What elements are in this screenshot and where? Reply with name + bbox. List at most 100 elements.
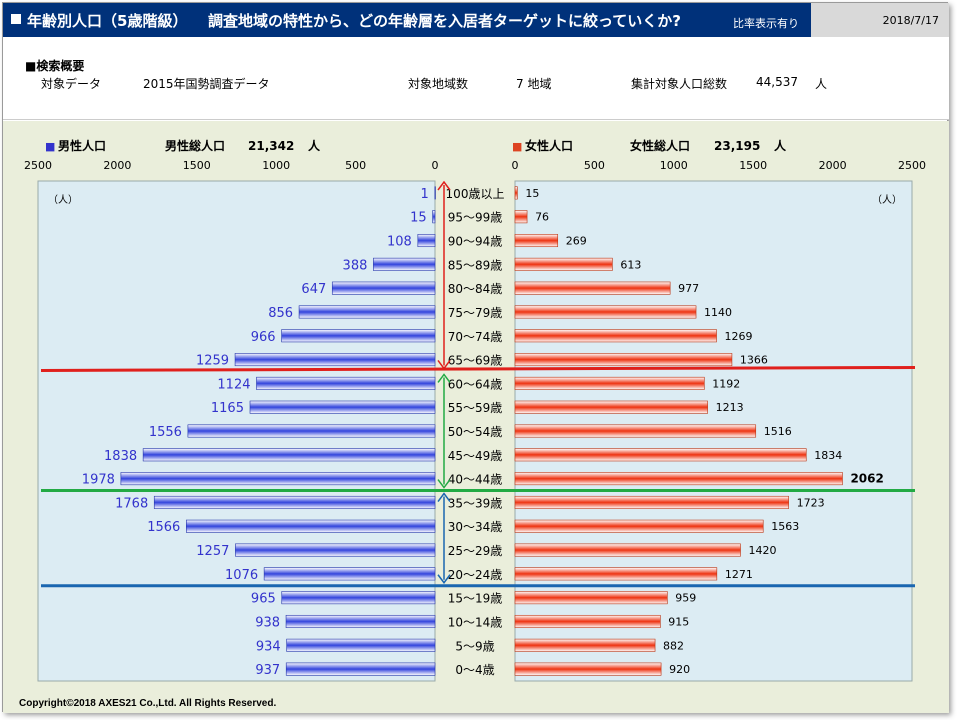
male-bar — [417, 234, 436, 248]
search-summary: ■検索概要 対象データ 2015年国勢調査データ 対象地域数 7 地域 集計対象… — [3, 37, 949, 120]
male-bar — [249, 400, 436, 414]
elderly-divider-line — [40, 365, 916, 372]
female-data-label: 920 — [669, 663, 690, 676]
male-bar — [142, 448, 436, 462]
female-data-label: 1140 — [704, 306, 732, 319]
male-data-label: 1165 — [211, 401, 244, 416]
age-category-label: 20～24歳 — [448, 568, 503, 582]
female-bar — [514, 234, 559, 248]
age-category-label: 5～9歳 — [455, 639, 494, 653]
male-axis-tick-label: 0 — [432, 159, 439, 172]
female-data-label: 1366 — [740, 354, 768, 367]
male-data-label: 1566 — [147, 520, 180, 535]
male-bar — [285, 662, 436, 676]
female-bar — [514, 210, 528, 224]
male-data-label: 15 — [410, 211, 427, 226]
male-data-label: 1257 — [196, 544, 229, 559]
female-axis-tick-label: 500 — [584, 159, 605, 172]
female-axis-tick-label: 1000 — [660, 159, 688, 172]
female-data-label: 1420 — [748, 544, 776, 557]
female-data-label: 15 — [525, 187, 539, 200]
female-bar — [514, 257, 613, 271]
male-total-value: 21,342 — [248, 139, 294, 153]
page-subtitle: 調査地域の特性から、どの年齢層を入居者ターゲットに絞っていくか? — [208, 12, 681, 30]
age-category-label: 95～99歳 — [448, 211, 503, 225]
age-category-label: 50～54歳 — [448, 425, 503, 439]
male-bar — [285, 614, 436, 628]
male-bar — [235, 543, 436, 557]
female-data-label: 1516 — [764, 425, 792, 438]
age-category-label: 10～14歳 — [448, 615, 503, 629]
male-data-label: 937 — [255, 663, 280, 678]
female-bar — [514, 472, 843, 486]
age-category-label: 65～69歳 — [448, 354, 503, 368]
total-unit: 人 — [815, 77, 828, 91]
male-bar — [263, 567, 436, 581]
male-bar — [186, 519, 436, 533]
female-axis-tick-label: 0 — [512, 159, 519, 172]
male-bar — [373, 257, 436, 271]
female-data-label: 1271 — [725, 568, 753, 581]
male-data-label: 1259 — [196, 354, 229, 369]
male-data-label: 1 — [421, 187, 429, 202]
male-data-label: 934 — [256, 639, 281, 654]
female-bar — [514, 519, 764, 533]
date-box: 2018/7/17 — [811, 3, 949, 37]
female-data-label: 1192 — [712, 377, 740, 390]
male-data-label: 856 — [268, 306, 293, 321]
age-category-label: 15～19歳 — [448, 592, 503, 606]
male-bar — [434, 186, 436, 200]
male-bar — [281, 329, 436, 343]
male-data-label: 1838 — [104, 449, 137, 464]
age-category-label: 55～59歳 — [448, 401, 503, 415]
report-frame: 年齢別人口（5歳階級） 調査地域の特性から、どの年齢層を入居者ターゲットに絞って… — [2, 2, 949, 713]
age-category-label: 40～44歳 — [448, 473, 503, 487]
data-label: 対象データ — [41, 77, 102, 91]
male-bar — [153, 495, 436, 509]
female-data-label: 1269 — [725, 330, 753, 343]
total-value: 44,537 — [756, 75, 798, 89]
young-range-arrow-head-down — [437, 574, 451, 585]
male-unit-label: （人） — [48, 194, 78, 206]
male-axis-tick-label: 1500 — [183, 159, 211, 172]
female-bar — [514, 305, 697, 319]
female-bar — [514, 614, 661, 628]
female-bar — [514, 495, 789, 509]
female-axis-tick-label: 2000 — [819, 159, 847, 172]
male-bar — [256, 376, 436, 390]
male-bar — [234, 353, 436, 367]
female-bar — [514, 186, 518, 200]
female-data-label: 882 — [663, 639, 684, 652]
age-category-label: 25～29歳 — [448, 544, 503, 558]
male-data-label: 965 — [251, 592, 276, 607]
middle-age-range-arrow-head-down — [437, 479, 451, 489]
elderly-range-arrow-head-up — [437, 180, 451, 191]
age-category-label: 35～39歳 — [448, 496, 503, 510]
female-total-label: 女性総人口 — [630, 138, 690, 153]
female-bar — [514, 567, 718, 581]
female-data-label: 977 — [678, 282, 699, 295]
ratio-toggle[interactable]: 比率表示有り — [733, 17, 799, 30]
page-title: 年齢別人口（5歳階級） — [27, 12, 188, 30]
male-legend-marker: ■ — [45, 140, 55, 153]
report-date: 2018/7/17 — [882, 14, 939, 27]
male-bar — [298, 305, 436, 319]
summary-heading: ■検索概要 — [25, 59, 85, 73]
male-axis-tick-label: 1000 — [262, 159, 290, 172]
male-data-label: 1124 — [217, 377, 250, 392]
male-total-label: 男性総人口 — [165, 138, 225, 153]
male-bar — [281, 591, 436, 605]
age-category-label: 85～89歳 — [448, 258, 503, 272]
age-category-label: 75～79歳 — [448, 306, 503, 320]
female-data-label: 613 — [620, 258, 641, 271]
female-data-label: 1563 — [771, 520, 799, 533]
age-category-label: 70～74歳 — [448, 330, 503, 344]
male-bar — [286, 638, 436, 652]
male-data-label: 647 — [301, 282, 326, 297]
male-bar — [120, 472, 436, 486]
male-bar — [331, 281, 436, 295]
male-data-label: 1978 — [82, 473, 115, 488]
female-data-label: 959 — [675, 592, 696, 605]
female-total-value: 23,195 — [714, 139, 760, 153]
